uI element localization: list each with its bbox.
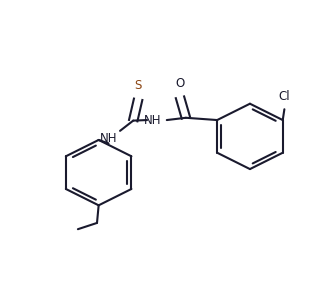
Text: Cl: Cl [279,90,290,103]
Text: O: O [175,77,185,90]
Text: NH: NH [144,114,162,127]
Text: S: S [134,79,142,92]
Text: NH: NH [100,132,117,145]
